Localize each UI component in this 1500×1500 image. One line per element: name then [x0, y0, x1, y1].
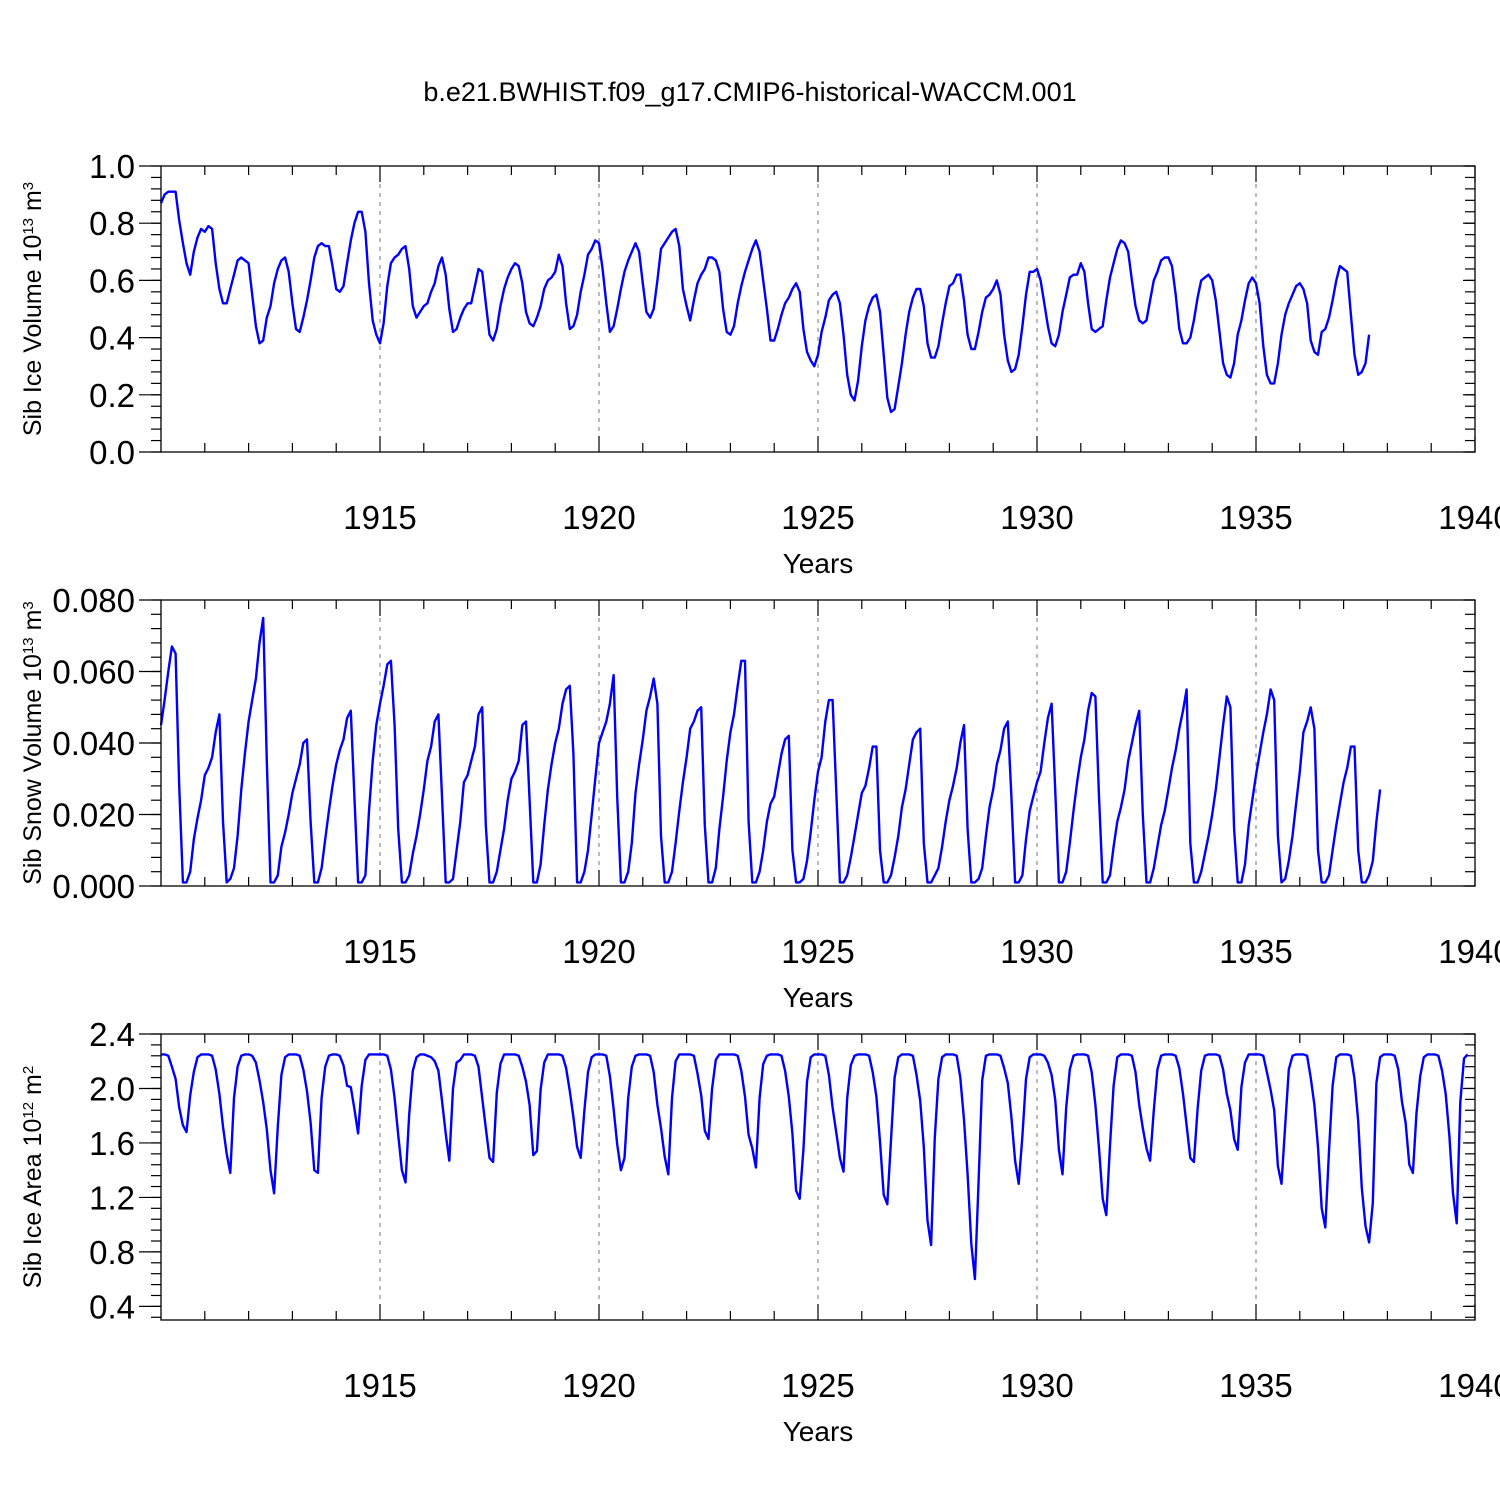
x-tick-label-1925: 1925: [781, 933, 854, 970]
plot-frame: [160, 1033, 1476, 1321]
x-tick-label-1930: 1930: [1000, 1367, 1073, 1404]
x-axis-label: Years: [783, 548, 854, 579]
x-tick-label-1920: 1920: [562, 499, 635, 536]
y-tick-label-4: 2.0: [89, 1070, 135, 1107]
x-tick-label-1920: 1920: [562, 933, 635, 970]
y-tick-label-2: 1.2: [89, 1179, 135, 1216]
y-tick-label-3: 0.6: [89, 262, 135, 299]
x-tick-label-1935: 1935: [1219, 1367, 1292, 1404]
y-tick-label-1: 0.020: [52, 797, 135, 834]
x-tick-label-1915: 1915: [343, 1367, 416, 1404]
y-tick-label-3: 0.060: [52, 654, 135, 691]
x-tick-label-1925: 1925: [781, 499, 854, 536]
x-axis-label: Years: [783, 1416, 854, 1447]
chart-panel-2: 1915 1920 1925 1930 1935 1940 Years 0.000 0.020 0…: [19, 582, 1500, 1013]
x-tick-label-1940: 1940: [1438, 933, 1500, 970]
series-line-sib-ice-area: [161, 1053, 1469, 1281]
y-tick-label-0: 0.000: [52, 868, 135, 905]
y-tick-label-1: 0.8: [89, 1234, 135, 1271]
x-axis-label: Years: [783, 982, 854, 1013]
x-tick-label-1915: 1915: [343, 499, 416, 536]
y-tick-label-2: 0.040: [52, 725, 135, 762]
x-tick-label-1940: 1940: [1438, 1367, 1500, 1404]
y-tick-label-4: 0.080: [52, 582, 135, 619]
chart-panel-1: 1915 1920 1925 1930 1935 1940 Years 0.0 0.2 0.4 0.…: [19, 148, 1500, 579]
series-line-sib-ice-volume: [159, 190, 1371, 414]
x-tick-label-1915: 1915: [343, 933, 416, 970]
y-tick-label-0: 0.0: [89, 434, 135, 471]
y-axis-label: Sib Ice Volume 1013 m3: [19, 182, 47, 436]
y-tick-label-0: 0.4: [89, 1288, 135, 1325]
plot-frame: [160, 165, 1476, 453]
x-tick-label-1935: 1935: [1219, 933, 1292, 970]
y-tick-label-3: 1.6: [89, 1125, 135, 1162]
y-axis-label: Sib Ice Area 1012 m2: [19, 1066, 47, 1288]
series-line-sib-snow-volume: [159, 616, 1382, 884]
x-tick-label-1925: 1925: [781, 1367, 854, 1404]
y-tick-label-5: 1.0: [89, 148, 135, 185]
x-tick-label-1940: 1940: [1438, 499, 1500, 536]
y-axis-label: Sib Snow Volume 1013 m3: [19, 601, 47, 885]
y-tick-label-2: 0.4: [89, 320, 135, 357]
x-tick-label-1920: 1920: [562, 1367, 635, 1404]
y-tick-label-1: 0.2: [89, 377, 135, 414]
y-tick-label-4: 0.8: [89, 205, 135, 242]
plot-frame: [160, 599, 1476, 887]
x-tick-label-1935: 1935: [1219, 499, 1292, 536]
x-tick-label-1930: 1930: [1000, 933, 1073, 970]
figure-title: b.e21.BWHIST.f09_g17.CMIP6-historical-WA…: [423, 77, 1076, 107]
y-tick-label-5: 2.4: [89, 1016, 135, 1053]
x-tick-label-1930: 1930: [1000, 499, 1073, 536]
chart-panel-3: 1915 1920 1925 1930 1935 1940 Years 0.4 0.8 1.2 1.…: [19, 1016, 1500, 1447]
